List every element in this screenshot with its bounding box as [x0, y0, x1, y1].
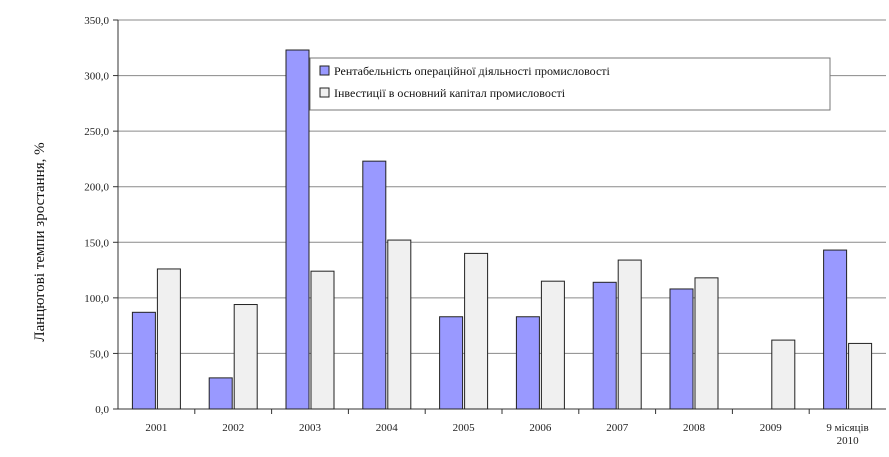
- bar-investment: [233, 304, 258, 410]
- y-tick-label: 0,0: [95, 404, 109, 416]
- bar-investment: [771, 339, 796, 410]
- bar-profitability: [131, 311, 156, 410]
- bar-investment: [848, 342, 873, 410]
- legend-label: Рентабельність операційної діяльності пр…: [334, 64, 611, 78]
- legend: Рентабельність операційної діяльності пр…: [309, 57, 831, 111]
- bar-profitability: [515, 316, 540, 410]
- x-tick-label: 2001: [145, 422, 167, 434]
- y-tick-label: 150,0: [84, 237, 109, 249]
- bar-profitability: [592, 281, 617, 410]
- x-tick-label: 2003: [299, 422, 322, 434]
- legend-box: [309, 57, 831, 111]
- bar-profitability: [208, 377, 233, 410]
- bar-investment: [156, 268, 181, 410]
- bar-investment: [540, 280, 565, 410]
- x-tick-label: 2005: [453, 422, 476, 434]
- y-axis-title: Ланцюгові темпи зростання, %: [32, 142, 48, 341]
- y-tick-label: 300,0: [84, 71, 109, 83]
- x-tick-label: 2006: [529, 422, 552, 434]
- legend-label: Інвестиції в основний капітал промислово…: [334, 86, 566, 100]
- legend-swatch: [319, 65, 330, 76]
- bar-investment: [387, 239, 412, 410]
- x-tick-label: 2008: [683, 422, 706, 434]
- axis-layer: 0,0 50,0 100,0 150,0 200,0 250,0 300,0 350,0 200…: [84, 15, 886, 447]
- bar-profitability: [439, 316, 464, 410]
- x-tick-label: 9 місяців 2010: [826, 422, 868, 447]
- bar-investment: [310, 270, 335, 410]
- y-tick-label: 350,0: [84, 15, 109, 27]
- bar-layer: [131, 49, 873, 410]
- y-tick-label: 100,0: [84, 293, 109, 305]
- x-tick-label: 2009: [760, 422, 783, 434]
- bar-investment: [617, 259, 642, 410]
- bar-profitability: [285, 49, 310, 410]
- y-tick-label: 200,0: [84, 182, 109, 194]
- bar-profitability: [669, 288, 694, 410]
- bar-profitability: [823, 249, 848, 410]
- legend-swatch: [319, 87, 330, 98]
- bar-investment: [694, 277, 719, 410]
- x-tick-label: 2007: [606, 422, 629, 434]
- y-tick-label: 250,0: [84, 126, 109, 138]
- x-tick-label: 2004: [376, 422, 399, 434]
- bar-profitability: [362, 160, 387, 410]
- bar-investment: [464, 252, 489, 410]
- x-tick-label: 2002: [222, 422, 244, 434]
- y-tick-label: 50,0: [90, 348, 110, 360]
